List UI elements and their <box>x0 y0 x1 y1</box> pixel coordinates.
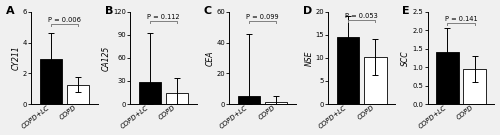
Y-axis label: NSE: NSE <box>304 50 314 66</box>
Bar <box>238 96 260 104</box>
Text: D: D <box>303 6 312 16</box>
Text: P = 0.112: P = 0.112 <box>147 14 180 20</box>
Bar <box>265 102 287 104</box>
Text: P = 0.099: P = 0.099 <box>246 14 279 20</box>
Text: P = 0.053: P = 0.053 <box>346 13 378 19</box>
Bar <box>337 37 359 104</box>
Bar <box>40 59 62 104</box>
Text: B: B <box>104 6 113 16</box>
Text: C: C <box>204 6 212 16</box>
Bar <box>139 82 161 104</box>
Y-axis label: CEA: CEA <box>206 50 214 66</box>
Text: P = 0.006: P = 0.006 <box>48 17 81 23</box>
Bar <box>166 93 188 104</box>
Text: E: E <box>402 6 410 16</box>
Y-axis label: CA125: CA125 <box>102 45 111 70</box>
Bar <box>464 69 486 104</box>
Text: P = 0.141: P = 0.141 <box>444 16 478 22</box>
Y-axis label: SCC: SCC <box>402 50 410 66</box>
Bar <box>364 57 386 104</box>
Bar <box>67 85 89 104</box>
Bar <box>436 52 458 104</box>
Y-axis label: CY211: CY211 <box>12 46 20 70</box>
Text: A: A <box>6 6 14 16</box>
